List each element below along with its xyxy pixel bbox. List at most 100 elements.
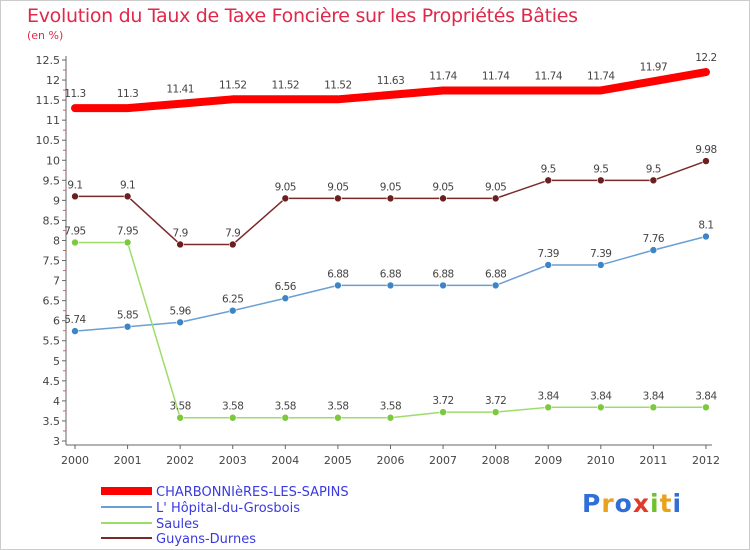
data-point (228, 240, 237, 249)
data-label: 7.9 (225, 227, 240, 239)
y-tick-label: 12.5 (36, 54, 61, 67)
y-tick-label: 4 (53, 395, 60, 408)
y-tick-label: 9.5 (43, 174, 61, 187)
x-tick-label: 2003 (219, 454, 247, 467)
data-point (281, 294, 290, 303)
data-label: 11.74 (587, 70, 615, 82)
data-point (228, 306, 237, 315)
data-point (702, 232, 710, 241)
data-label: 9.05 (327, 181, 348, 193)
data-point (702, 403, 710, 412)
data-point (71, 238, 79, 247)
data-point (176, 413, 184, 422)
data-label: 3.58 (380, 401, 401, 413)
data-label: 3.58 (169, 401, 190, 413)
data-point (544, 261, 553, 269)
unit-label: (en %) (27, 29, 64, 42)
series-line (71, 68, 710, 113)
x-tick-label: 2002 (166, 454, 194, 467)
data-label: 11.63 (377, 75, 405, 87)
x-tick-label: 2007 (429, 454, 457, 467)
y-tick-label: 6.5 (43, 295, 61, 308)
y-tick-label: 7 (53, 275, 60, 288)
logo-letter: P (582, 489, 602, 518)
y-tick-label: 11 (46, 114, 60, 127)
x-tick-label: 2004 (271, 454, 299, 467)
data-label: 11.74 (429, 70, 457, 82)
legend-label: L' Hôpital-du-Grosbois (156, 501, 300, 516)
data-point (334, 194, 342, 203)
data-point (334, 281, 342, 290)
data-label: 9.05 (432, 181, 453, 193)
data-label: 6.88 (380, 268, 401, 280)
logo-letter: i (672, 489, 683, 518)
data-point (596, 403, 605, 412)
data-point (439, 194, 447, 203)
x-tick-label: 2012 (692, 454, 720, 467)
data-label: 3.84 (590, 390, 612, 402)
logo-letter: i (650, 489, 660, 518)
data-label: 11.3 (117, 88, 138, 100)
data-point (596, 261, 605, 269)
series-line (74, 160, 707, 246)
data-label: 9.5 (541, 163, 556, 175)
data-label: 11.52 (219, 79, 247, 91)
data-point (386, 194, 395, 203)
x-tick-label: 2009 (534, 454, 562, 467)
y-tick-label: 5.5 (43, 335, 61, 348)
data-point (176, 318, 184, 327)
y-tick-label: 5 (53, 355, 60, 368)
series-0: 11.3 11.3 11.41 11.52 11.52 11.52 11.63 11.74 11… (64, 52, 717, 113)
data-label: 6.25 (222, 294, 243, 306)
data-label: 11.41 (166, 84, 194, 96)
data-label: 6.88 (432, 268, 453, 280)
data-point (491, 281, 500, 290)
data-label: 5.96 (169, 305, 191, 317)
x-tick-label: 2008 (482, 454, 510, 467)
data-point (491, 408, 500, 416)
x-tick-label: 2011 (639, 454, 667, 467)
legend-label: CHARBONNIèRES-LES-SAPINS (156, 485, 349, 500)
data-point (386, 281, 395, 290)
chart-title: Evolution du Taux de Taxe Foncière sur l… (27, 5, 578, 27)
data-point (702, 157, 710, 165)
y-tick-label: 6 (53, 315, 60, 328)
data-label: 7.9 (173, 227, 188, 239)
data-point (176, 240, 184, 249)
data-label: 7.39 (538, 248, 559, 260)
data-label: 6.88 (485, 268, 506, 280)
y-tick-label: 9 (53, 194, 60, 207)
x-tick-label: 2006 (376, 454, 404, 467)
data-label: 9.1 (67, 179, 82, 191)
y-tick-label: 3.5 (43, 415, 61, 428)
data-label: 5.74 (64, 314, 86, 326)
data-point (281, 194, 290, 203)
data-point (71, 192, 79, 201)
data-label: 11.97 (640, 61, 668, 73)
series-2: 7.95 7.95 3.58 3.58 3.58 3.58 3.58 3.72 3.72 3.84… (64, 225, 718, 422)
series-3: 9.1 9.1 7.9 7.9 9.05 9.05 9.05 9.05 9.05 9.5 9.5 9.… (67, 144, 717, 249)
y-tick-label: 10.5 (36, 134, 61, 147)
y-tick-label: 3 (53, 435, 60, 448)
data-label: 6.56 (275, 281, 297, 293)
y-tick-label: 7.5 (43, 255, 61, 268)
data-point (386, 413, 395, 422)
series-layer: 9.1 9.1 7.9 7.9 9.05 9.05 9.05 9.05 9.05 9.5 9.5 9.… (64, 52, 718, 422)
data-label: 9.98 (695, 144, 716, 156)
logo-letter: o (614, 489, 633, 518)
data-label: 7.95 (117, 225, 138, 237)
data-point (228, 413, 237, 422)
data-point (649, 246, 658, 254)
data-label: 3.72 (432, 395, 453, 407)
data-label: 7.39 (590, 248, 611, 260)
data-label: 9.5 (593, 163, 608, 175)
y-tick-label: 12 (46, 74, 60, 87)
data-label: 3.84 (538, 390, 560, 402)
data-point (544, 403, 553, 412)
data-label: 3.58 (327, 401, 348, 413)
data-label: 3.58 (275, 401, 296, 413)
x-tick-label: 2000 (61, 454, 89, 467)
data-point (649, 403, 658, 412)
logo-letter: x (632, 489, 650, 518)
